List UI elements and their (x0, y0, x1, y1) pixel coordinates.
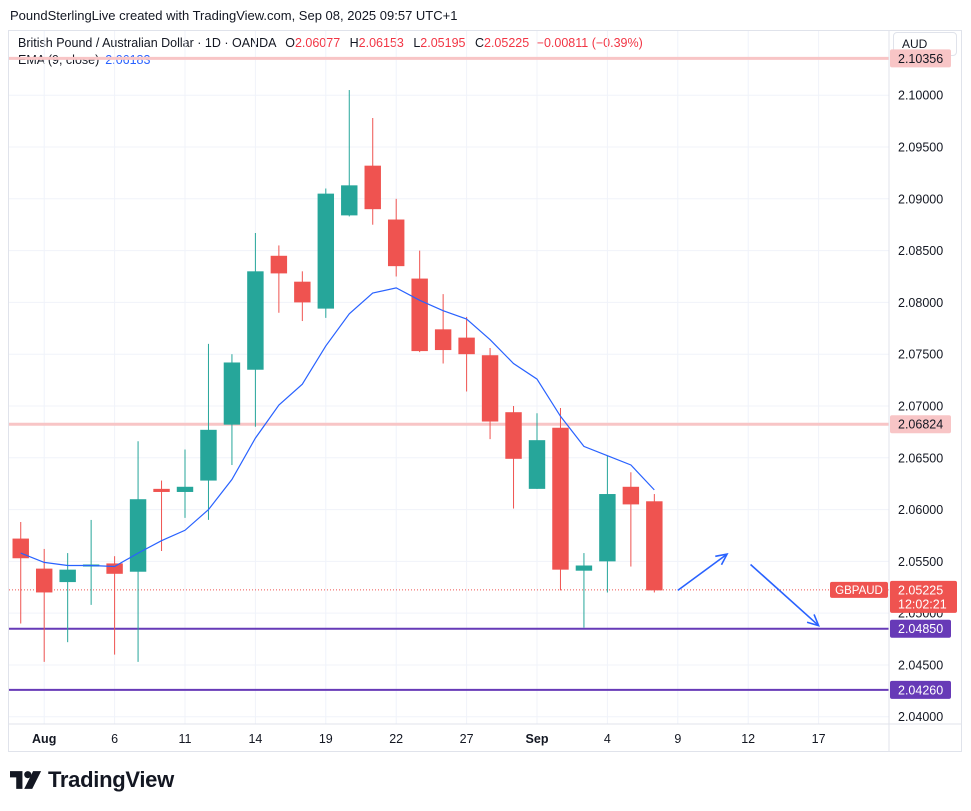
symbol-legend: British Pound / Australian Dollar · 1D ·… (18, 36, 643, 50)
ema-label: EMA (9, close) (18, 53, 100, 67)
tradingview-brand[interactable]: TradingView (10, 766, 174, 794)
tradingview-logo-icon (10, 771, 42, 789)
symbol-title[interactable]: British Pound / Australian Dollar · 1D ·… (18, 36, 276, 50)
currency-selector[interactable]: AUD (893, 32, 957, 56)
open-value: 2.06077 (294, 36, 341, 50)
change-value: −0.00811 (−0.39%) (536, 36, 643, 50)
chart-frame (8, 30, 962, 752)
chart-credit: PoundSterlingLive created with TradingVi… (10, 8, 458, 23)
ema-legend[interactable]: EMA (9, close) 2.06183 (18, 53, 150, 67)
close-value: 2.05225 (484, 36, 530, 50)
low-label: L (413, 36, 421, 50)
open-label: O (285, 36, 295, 50)
high-value: 2.06153 (358, 36, 404, 50)
close-label: C (474, 36, 484, 50)
brand-name: TradingView (48, 767, 174, 792)
low-value: 2.05195 (420, 36, 466, 50)
high-label: H (349, 36, 359, 50)
ema-value: 2.06183 (105, 53, 151, 67)
